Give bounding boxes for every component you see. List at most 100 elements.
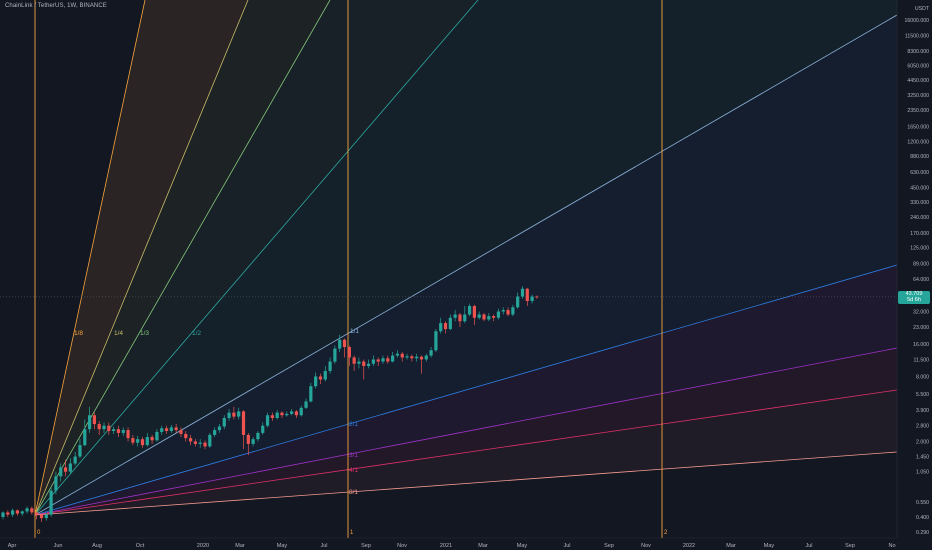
candle-body	[496, 311, 501, 318]
candle-body	[458, 314, 462, 322]
candle-body	[49, 490, 53, 515]
price-tick-label: 32.000	[913, 309, 929, 315]
candle-body	[184, 433, 188, 439]
price-tick-label: 16000.000	[904, 18, 929, 24]
candle-body	[352, 357, 356, 364]
fan-line	[34, 0, 146, 516]
candle-body	[68, 463, 72, 472]
price-tick-label: 2.000	[916, 439, 929, 445]
candle-body	[131, 438, 135, 443]
fan-line	[34, 389, 898, 516]
time-tick-label: Apr	[8, 543, 17, 549]
candle-body	[217, 426, 222, 431]
candle-body	[487, 316, 491, 320]
price-tick-label: 2.800	[916, 424, 929, 430]
candle-body	[241, 411, 246, 435]
candle-body	[429, 350, 433, 356]
time-tick-label: Sep	[845, 543, 855, 549]
time-tick-label: May	[277, 543, 288, 549]
price-tick-label: 3.900	[916, 408, 929, 414]
candle-body	[59, 467, 63, 477]
candle-body	[530, 296, 534, 302]
candle-body	[83, 429, 87, 446]
candle-body	[453, 314, 457, 318]
price-tick-label: 330.000	[910, 200, 929, 206]
candle-body	[150, 437, 154, 441]
price-tick-label: 3250.000	[907, 93, 929, 99]
cycle-label: 2	[664, 530, 668, 536]
time-tick-label: Aug	[92, 543, 102, 549]
candle-body	[323, 370, 327, 380]
fan-line	[34, 0, 331, 516]
candle-body	[386, 358, 390, 362]
candle-body	[121, 430, 125, 433]
candle-body	[112, 429, 116, 432]
candle-body	[362, 361, 366, 367]
candle-body	[347, 347, 351, 358]
price-tick-label: 0.290	[916, 530, 929, 536]
fan-label: 1/4	[114, 330, 123, 337]
fan-label: 2/1	[349, 421, 358, 428]
candle-body	[342, 339, 347, 348]
price-tick-label: 1200.000	[907, 140, 929, 146]
candle-body	[63, 467, 68, 472]
price-tick-label: 8300.000	[907, 49, 929, 55]
time-tick-label: Mar	[726, 543, 736, 549]
time-tick-label: No	[888, 543, 895, 549]
candle-body	[92, 415, 96, 425]
price-tick-label: 64.000	[913, 277, 929, 283]
candle-body	[1, 512, 5, 517]
candle-body	[136, 439, 140, 443]
candle-body	[472, 305, 476, 318]
candle-body	[97, 424, 101, 430]
price-tick-label: 1.050	[916, 470, 929, 476]
candle-body	[410, 356, 414, 359]
fan-label: 1/2	[192, 330, 201, 337]
candle-body	[179, 430, 183, 434]
candle-body	[395, 353, 400, 356]
candle-body	[44, 514, 48, 519]
time-tick-label: Oct	[136, 543, 145, 549]
candle-body	[256, 432, 260, 440]
candle-body	[294, 411, 299, 416]
time-tick-label: Jul	[805, 543, 812, 549]
time-tick-label: May	[517, 543, 528, 549]
time-tick-label: Jul	[563, 543, 570, 549]
fan-label: 8/1	[349, 489, 358, 496]
candle-body	[203, 442, 207, 447]
candle-body	[467, 305, 472, 315]
cycle-label: 0	[37, 530, 41, 536]
candle-body	[208, 434, 212, 447]
candle-body	[477, 314, 481, 318]
fan-line	[34, 451, 898, 516]
candle-body	[145, 437, 149, 446]
time-tick-label: 2020	[197, 543, 209, 549]
candle-body	[140, 439, 145, 446]
cycle-label: 1	[350, 530, 354, 536]
candle-body	[419, 356, 424, 360]
candle-body	[424, 355, 428, 360]
price-axis[interactable]: USDT 16000.000 11500.000 8300.000 6050.000 44…	[896, 0, 932, 550]
candle-body	[333, 348, 337, 362]
candle-body	[261, 425, 265, 433]
time-tick-label: Mar	[478, 543, 488, 549]
price-tick-label: 23.000	[913, 325, 929, 331]
price-tick-label: 11500.000	[905, 34, 929, 40]
fan-line	[34, 347, 898, 516]
candle-body	[318, 376, 323, 380]
candle-body	[15, 510, 20, 514]
time-tick-label: Sep	[604, 543, 614, 549]
candle-body	[525, 288, 529, 302]
candle-body	[73, 456, 77, 464]
candle-body	[6, 512, 10, 515]
candle-body	[400, 353, 404, 358]
price-tick-label: 6050.000	[907, 64, 929, 70]
candle-body	[415, 356, 419, 359]
candle-body	[35, 512, 39, 515]
candle-body	[246, 434, 250, 444]
price-tick-label: 2350.000	[907, 108, 929, 114]
candle-body	[443, 323, 448, 330]
time-axis[interactable]: Apr Jun Aug Oct 2020 Mar May Jul Sep Nov 2021 Mar Ma…	[0, 537, 932, 550]
candle-body	[439, 323, 443, 332]
